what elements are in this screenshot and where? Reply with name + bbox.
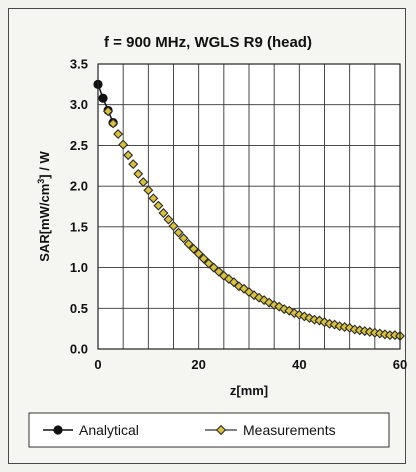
measurement-point: [203, 258, 214, 269]
chart-title: f = 900 MHz, WGLS R9 (head): [104, 34, 312, 51]
y-tick-label: 2.0: [70, 179, 88, 194]
x-tick-label: 0: [94, 357, 101, 372]
legend-analytical-marker: [53, 425, 63, 435]
measurement-point: [103, 106, 114, 117]
chart: f = 900 MHz, WGLS R9 (head) 0 20 40 60 0.0 0.…: [28, 34, 407, 448]
measurement-point: [158, 208, 169, 218]
measurement-point: [173, 227, 184, 238]
x-tick-label: 40: [292, 357, 306, 372]
measurement-point: [133, 168, 144, 179]
y-axis-label: SAR[mW/cm3] / W: [36, 151, 52, 262]
measurement-point: [244, 287, 254, 297]
analytical-line: [97, 84, 114, 123]
y-tick-label: 3.5: [70, 57, 88, 72]
measurement-point: [168, 221, 179, 232]
measurement-point: [113, 129, 124, 140]
x-tick-label: 60: [393, 357, 407, 372]
measurement-point: [128, 159, 139, 170]
y-axis-label-tail: ] / W: [37, 151, 52, 179]
measurement-point: [153, 200, 164, 211]
y-tick-label: 2.5: [70, 138, 88, 153]
measurement-point: [138, 177, 149, 188]
y-tick-label: 1.5: [70, 219, 88, 234]
measurement-point: [148, 193, 159, 204]
measurement-point: [198, 253, 209, 264]
measurement-point: [143, 185, 154, 196]
y-tick-label: 3.0: [70, 97, 88, 112]
measurement-point: [118, 139, 129, 150]
measurement-point: [188, 243, 199, 254]
y-tick-label: 0.0: [70, 342, 88, 357]
measurement-point: [123, 150, 134, 161]
plot-border: [97, 63, 401, 350]
legend-measurements-marker: [215, 424, 227, 436]
measurement-point: [193, 248, 204, 259]
x-tick-label: 20: [191, 357, 205, 372]
measurement-point: [108, 118, 119, 129]
legend-measurements-label: Measurements: [243, 422, 336, 438]
analytical-point: [98, 93, 108, 103]
y-axis-label-main: SAR[mW/cm: [37, 184, 52, 262]
y-tick-label: 0.5: [70, 301, 88, 316]
chart-frame: f = 900 MHz, WGLS R9 (head) 0 20 40 60 0.0 0.…: [8, 8, 407, 464]
measurement-point: [183, 238, 194, 249]
legend: Analytical Measurements: [28, 412, 390, 448]
y-tick-label: 1.0: [70, 260, 88, 275]
y-axis-label-sup: 3: [36, 179, 46, 184]
x-axis-label: z[mm]: [230, 383, 268, 398]
measurement-point: [163, 214, 174, 225]
legend-analytical-label: Analytical: [79, 422, 139, 438]
measurement-point: [178, 233, 189, 244]
